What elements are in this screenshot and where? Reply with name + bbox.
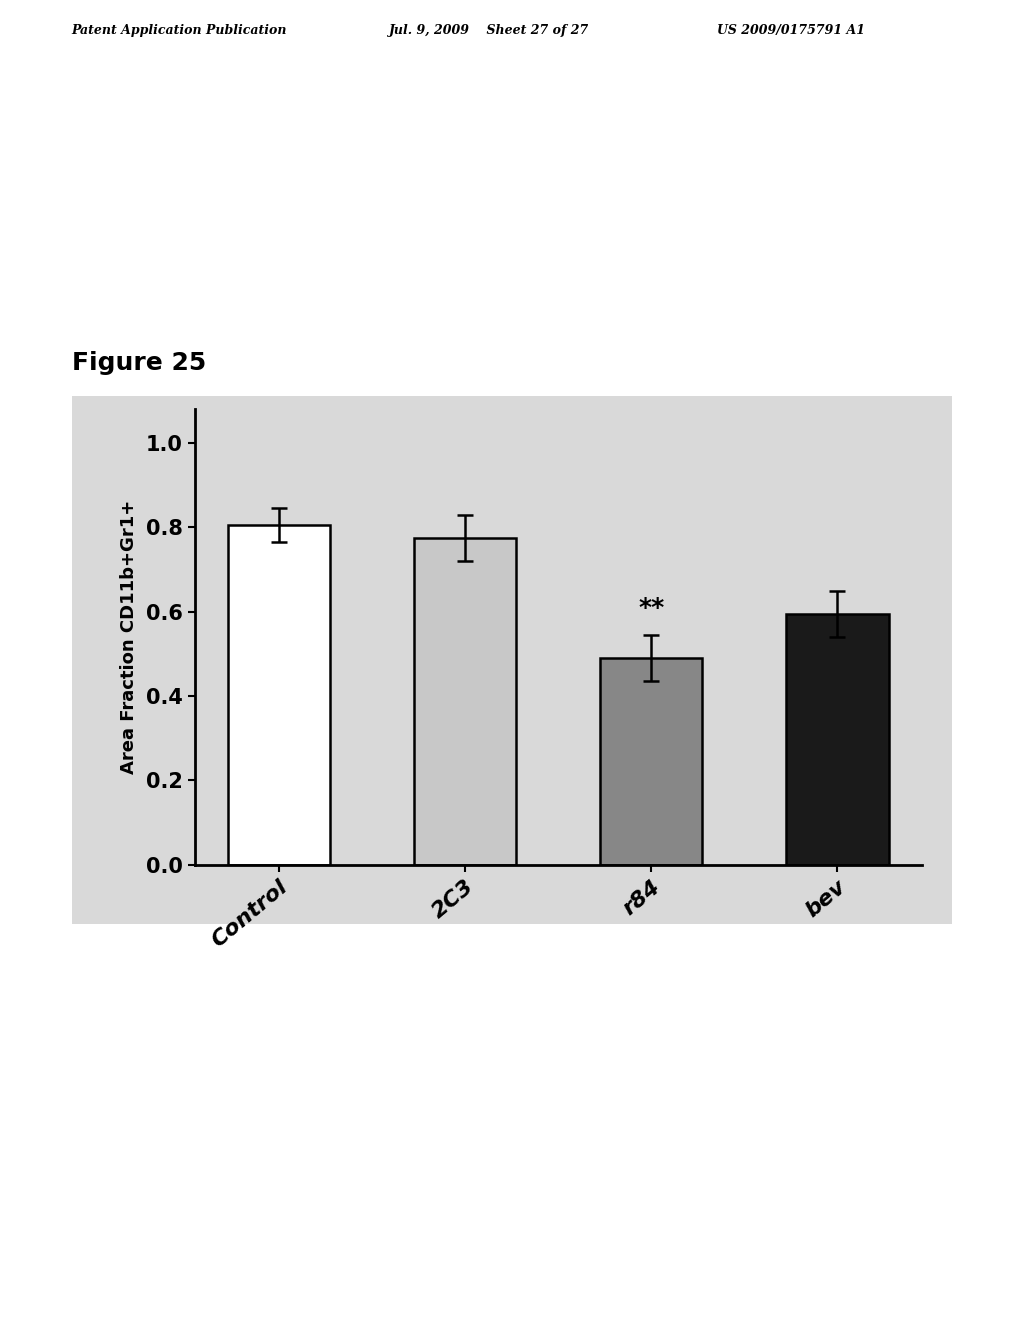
Bar: [600, 657, 702, 865]
Text: Figure 25: Figure 25: [72, 351, 206, 375]
Bar: [786, 614, 889, 865]
Text: US 2009/0175791 A1: US 2009/0175791 A1: [717, 24, 865, 37]
Y-axis label: Area Fraction CD11b+Gr1+: Area Fraction CD11b+Gr1+: [120, 500, 137, 774]
Bar: [227, 525, 330, 865]
Bar: [414, 537, 516, 865]
Text: **: **: [638, 597, 665, 620]
Text: Jul. 9, 2009    Sheet 27 of 27: Jul. 9, 2009 Sheet 27 of 27: [389, 24, 590, 37]
Text: Patent Application Publication: Patent Application Publication: [72, 24, 287, 37]
